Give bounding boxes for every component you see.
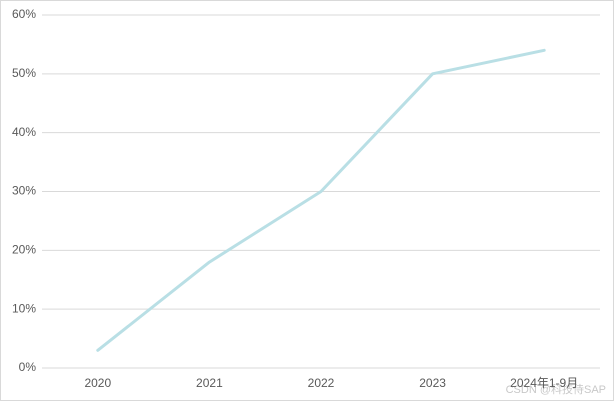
y-tick-label: 10% [12, 301, 36, 315]
y-tick-label: 30% [12, 184, 36, 198]
line [96, 48, 546, 352]
y-tick-label: 40% [12, 125, 36, 139]
y-tick-label: 20% [12, 243, 36, 257]
x-tick-label: 2024年1-9月 [510, 376, 578, 390]
x-tick-label: 2023 [419, 376, 446, 390]
watermark: CSDN @科技侍SAP [506, 382, 606, 396]
x-tick-label: 2022 [308, 376, 335, 390]
x-tick-label: 2021 [196, 376, 223, 390]
y-tick-label: 50% [12, 66, 36, 80]
y-tick-label: 60% [12, 7, 36, 21]
y-tick-label: 0% [19, 360, 37, 374]
x-tick-label: 2020 [84, 376, 111, 390]
